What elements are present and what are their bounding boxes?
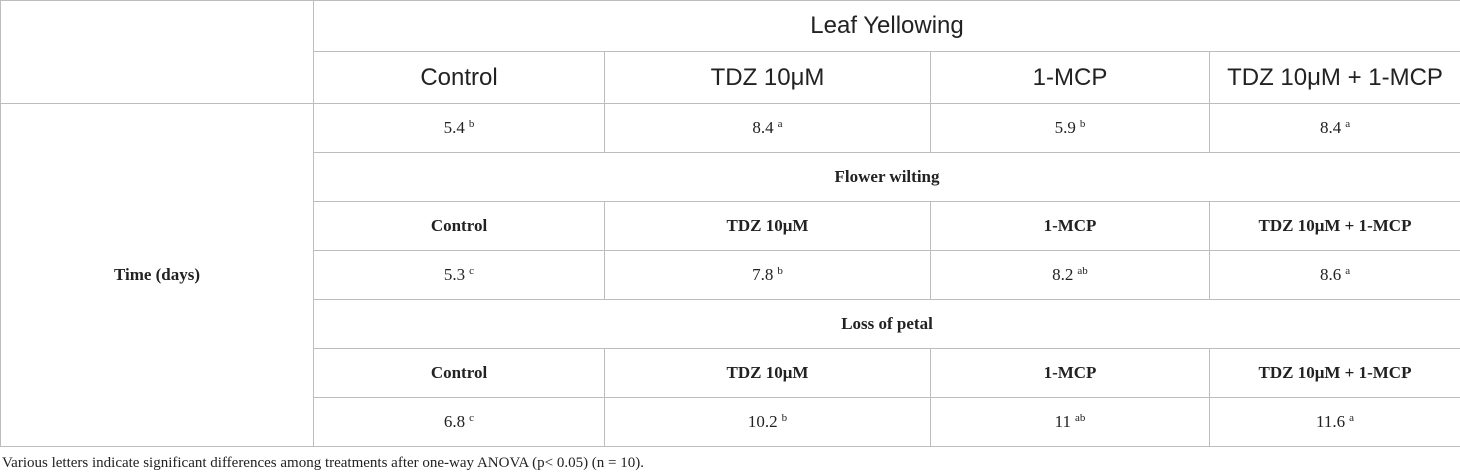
column-header: TDZ 10μM + 1-MCP bbox=[1208, 201, 1460, 251]
value: 11 bbox=[1054, 412, 1071, 431]
section-title-row: Leaf Yellowing bbox=[0, 0, 1460, 104]
column-header: 1-MCP bbox=[930, 51, 1210, 104]
column-header: Control bbox=[313, 348, 605, 398]
value-cell: 8.2 ab bbox=[930, 250, 1210, 300]
value-cell: 8.4 a bbox=[604, 103, 931, 153]
value: 8.6 bbox=[1319, 265, 1342, 284]
column-header-row: Control TDZ 10μM 1-MCP TDZ 10μM + 1-MCP bbox=[1, 348, 1460, 398]
footnote: Various letters indicate significant dif… bbox=[2, 455, 645, 471]
value-cell: 5.3 c bbox=[313, 250, 605, 300]
column-header: Control bbox=[313, 201, 605, 251]
column-header: Control bbox=[313, 51, 605, 104]
value-cell: 11.6 a bbox=[1208, 397, 1460, 447]
corner-cell bbox=[0, 0, 314, 104]
data-table: Leaf Yellowing Control TDZ 10μM 1-MCP TDZ 10… bbox=[0, 0, 1460, 447]
significance-letter: a bbox=[1345, 265, 1351, 277]
value-row: Time (days) 5.4 b 8.4 a 5.9 b 8.4 a bbox=[0, 103, 1460, 447]
significance-letter: a bbox=[1345, 118, 1351, 130]
significance-letter: ab bbox=[1074, 412, 1086, 424]
value-row: 6.8 c 10.2 b 11 ab 11.6 a bbox=[1, 397, 1460, 447]
value-cell: 5.9 b bbox=[930, 103, 1210, 153]
column-header: 1-MCP bbox=[930, 201, 1210, 251]
column-header: TDZ 10μM + 1-MCP bbox=[1208, 51, 1460, 104]
significance-letter: a bbox=[777, 118, 783, 130]
column-header: TDZ 10μM + 1-MCP bbox=[1208, 348, 1460, 398]
section-title: Leaf Yellowing bbox=[312, 0, 1460, 52]
value: 8.2 bbox=[1052, 265, 1074, 284]
value: 5.3 bbox=[443, 265, 466, 284]
value-cell: 10.2 b bbox=[604, 397, 931, 447]
significance-letter: b bbox=[781, 412, 788, 424]
row-label: Time (days) bbox=[0, 103, 314, 447]
significance-letter: c bbox=[469, 412, 475, 424]
column-header: TDZ 10μM bbox=[604, 51, 931, 104]
value: 6.8 bbox=[443, 412, 466, 431]
column-header: 1-MCP bbox=[930, 348, 1210, 398]
section-title: Flower wilting bbox=[312, 152, 1460, 202]
value: 7.8 bbox=[752, 265, 774, 284]
value-cell: 11 ab bbox=[930, 397, 1210, 447]
value: 10.2 bbox=[747, 412, 778, 431]
column-header: TDZ 10μM bbox=[604, 348, 931, 398]
value-cell: 6.8 c bbox=[313, 397, 605, 447]
value: 5.4 bbox=[443, 118, 465, 137]
table-body: Leaf Yellowing Control TDZ 10μM 1-MCP TDZ 10… bbox=[0, 0, 1460, 447]
column-header-row: Control TDZ 10μM 1-MCP TDZ 10μM + 1-MCP bbox=[1, 201, 1460, 251]
column-header: TDZ 10μM bbox=[604, 201, 931, 251]
value-cell: 8.4 a bbox=[1208, 103, 1460, 153]
value: 8.4 bbox=[752, 118, 774, 137]
value-cell: 7.8 b bbox=[604, 250, 931, 300]
section-title-row: Loss of petal bbox=[1, 299, 1460, 349]
significance-letter: c bbox=[469, 265, 475, 277]
significance-letter: b bbox=[1079, 118, 1086, 130]
significance-letter: ab bbox=[1077, 265, 1088, 277]
value: 11.6 bbox=[1316, 412, 1346, 431]
value-cell: 8.6 a bbox=[1208, 250, 1460, 300]
significance-letter: b bbox=[777, 265, 783, 277]
value: 8.4 bbox=[1319, 118, 1342, 137]
significance-letter: b bbox=[468, 118, 475, 130]
section-title: Loss of petal bbox=[312, 299, 1460, 349]
value: 5.9 bbox=[1054, 118, 1076, 137]
significance-letter: a bbox=[1349, 412, 1355, 424]
value-cell: 5.4 b bbox=[313, 103, 605, 153]
